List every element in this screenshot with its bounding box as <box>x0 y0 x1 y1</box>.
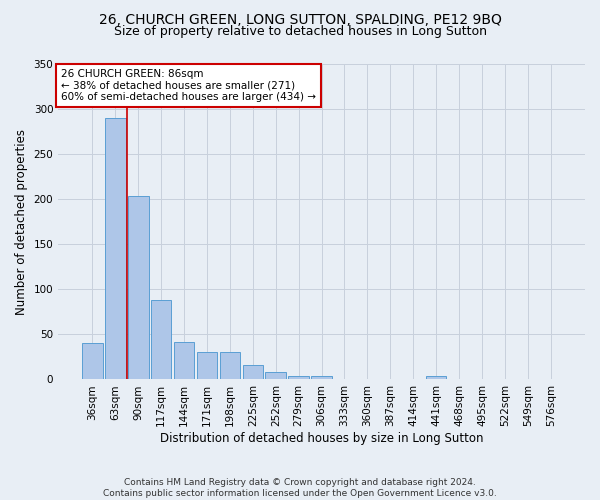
Bar <box>105 118 125 380</box>
Text: 26, CHURCH GREEN, LONG SUTTON, SPALDING, PE12 9BQ: 26, CHURCH GREEN, LONG SUTTON, SPALDING,… <box>98 12 502 26</box>
Bar <box>426 376 446 380</box>
Bar <box>242 365 263 380</box>
X-axis label: Distribution of detached houses by size in Long Sutton: Distribution of detached houses by size … <box>160 432 484 445</box>
Bar <box>265 372 286 380</box>
Bar <box>197 352 217 380</box>
Bar <box>128 196 149 380</box>
Bar <box>220 352 240 380</box>
Bar <box>151 300 172 380</box>
Bar <box>289 376 309 380</box>
Text: Contains HM Land Registry data © Crown copyright and database right 2024.
Contai: Contains HM Land Registry data © Crown c… <box>103 478 497 498</box>
Bar <box>174 342 194 380</box>
Bar <box>311 376 332 380</box>
Y-axis label: Number of detached properties: Number of detached properties <box>15 128 28 314</box>
Bar <box>82 344 103 380</box>
Text: 26 CHURCH GREEN: 86sqm
← 38% of detached houses are smaller (271)
60% of semi-de: 26 CHURCH GREEN: 86sqm ← 38% of detached… <box>61 68 316 102</box>
Text: Size of property relative to detached houses in Long Sutton: Size of property relative to detached ho… <box>113 25 487 38</box>
